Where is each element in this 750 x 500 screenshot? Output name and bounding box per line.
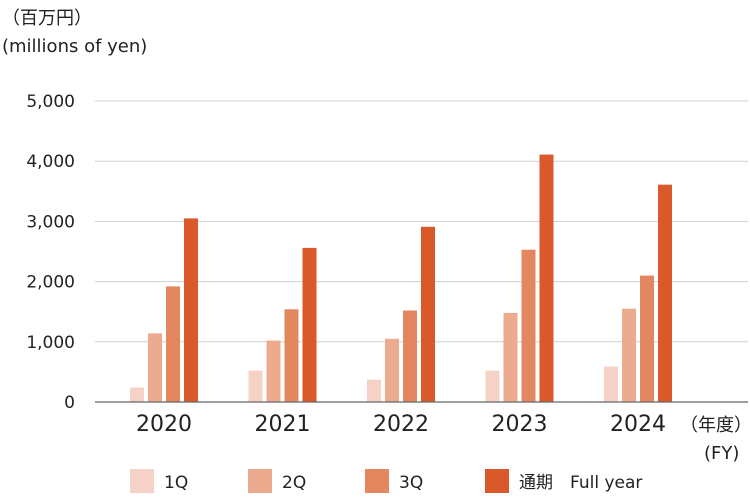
bar-2023-s2 — [521, 249, 536, 402]
bar-2024-s2 — [640, 275, 654, 402]
bar-2023-s1 — [503, 312, 518, 402]
y-axis-ticks: 0 1,000 2,000 3,000 4,000 5,000 — [26, 92, 75, 413]
y-tick-label: 4,000 — [26, 152, 75, 172]
bar-2020-s2 — [166, 286, 180, 402]
x-axis-ticks: 2020 2021 2022 2023 2024 — [136, 412, 666, 437]
bar-2021-s3 — [302, 247, 317, 402]
y-unit-label-en: (millions of yen) — [2, 36, 147, 57]
y-tick-label: 5,000 — [26, 92, 75, 112]
x-tick-label: 2021 — [255, 412, 311, 437]
bar-2021-s2 — [284, 309, 299, 402]
gridlines — [95, 100, 748, 343]
bar-2021-s1 — [266, 340, 281, 402]
legend-label-3: 通期 Full year — [519, 473, 642, 493]
bar-2020-s0 — [130, 387, 144, 402]
legend: 1Q 2Q 3Q 通期 Full year — [130, 469, 642, 493]
y-tick-label: 3,000 — [26, 212, 75, 232]
bar-2022-s0 — [367, 379, 381, 402]
x-tick-label: 2023 — [492, 412, 548, 437]
legend-swatch-2 — [365, 469, 389, 493]
legend-label-0: 1Q — [164, 473, 188, 493]
bars — [130, 154, 672, 402]
bar-2024-s0 — [604, 366, 618, 402]
x-unit-label-en: (FY) — [704, 443, 739, 464]
bar-2022-s2 — [403, 310, 417, 402]
bar-2023-s0 — [485, 370, 500, 402]
x-tick-label: 2022 — [373, 412, 429, 437]
x-tick-label: 2024 — [610, 412, 666, 437]
legend-label-1: 2Q — [282, 473, 306, 493]
bar-2024-s1 — [622, 308, 636, 402]
x-unit-label-jp: （年度） — [680, 415, 750, 436]
bar-2022-s3 — [421, 226, 435, 402]
bar-2023-s3 — [539, 154, 554, 402]
bar-2022-s1 — [385, 338, 399, 402]
bar-2024-s3 — [658, 184, 672, 402]
x-tick-label: 2020 — [136, 412, 192, 437]
bar-2020-s3 — [184, 218, 198, 402]
legend-swatch-3 — [485, 469, 509, 493]
bar-2020-s1 — [148, 333, 162, 402]
y-unit-label-jp: （百万円） — [2, 8, 92, 29]
bar-2021-s0 — [248, 370, 263, 402]
y-tick-label: 2,000 — [26, 273, 75, 293]
legend-swatch-0 — [130, 469, 154, 493]
legend-swatch-1 — [248, 469, 272, 493]
y-tick-label: 1,000 — [26, 333, 75, 353]
y-tick-label: 0 — [64, 393, 75, 413]
legend-label-2: 3Q — [399, 473, 423, 493]
